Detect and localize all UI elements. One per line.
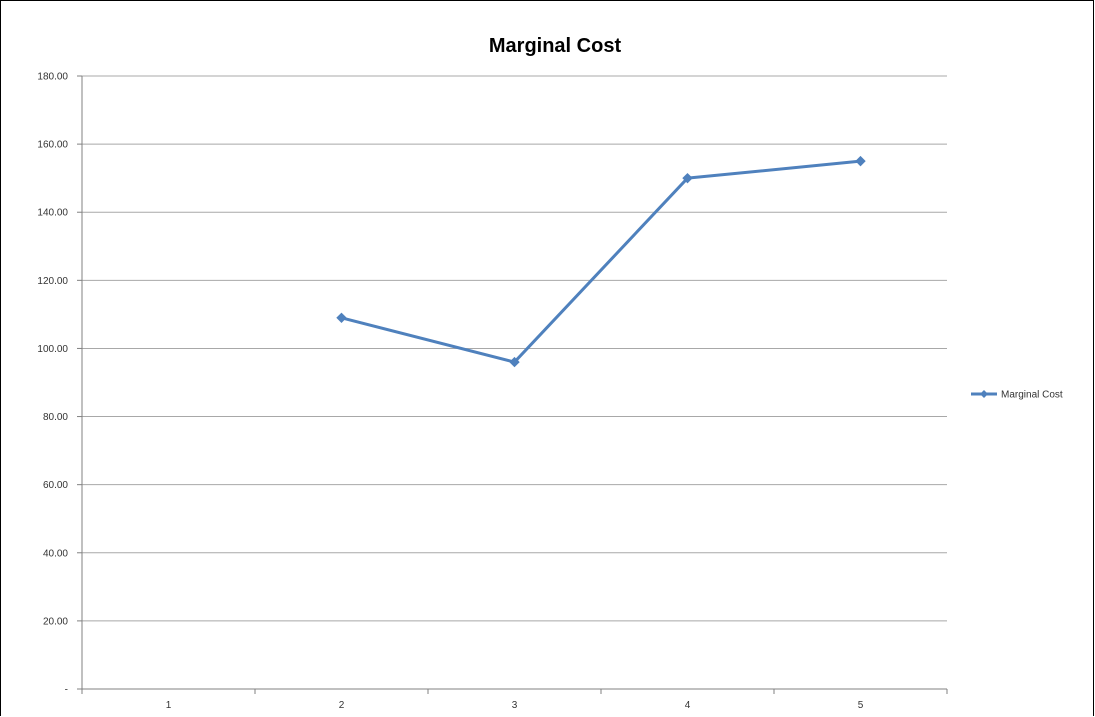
axes (77, 75, 948, 694)
y-tick-label: 40.00 (43, 548, 68, 559)
chart-title: Marginal Cost (489, 35, 622, 57)
y-tick-labels: - 20.00 40.00 60.00 80.00 100.00 120.00 140.00 1… (37, 72, 68, 696)
y-tick-label: 20.00 (43, 616, 68, 627)
y-tick-label: 100.00 (37, 344, 68, 355)
series-line (341, 159, 861, 364)
legend: Marginal Cost (971, 390, 1063, 401)
y-tick-label: 60.00 (43, 480, 68, 491)
series (336, 155, 866, 368)
data-point-marker (509, 356, 520, 368)
legend-marker (980, 390, 988, 398)
y-tick-label: 80.00 (43, 412, 68, 423)
x-tick-labels: 1 2 3 4 5 (166, 700, 864, 711)
x-tick-label: 2 (339, 700, 345, 711)
x-tick-label: 3 (512, 700, 518, 711)
y-tick-label: 120.00 (37, 276, 68, 287)
data-point-marker (336, 312, 347, 324)
y-tick-label: 140.00 (37, 208, 68, 219)
data-point-marker (682, 172, 693, 184)
legend-label: Marginal Cost (1001, 390, 1063, 401)
gridlines (82, 75, 947, 622)
y-tick-label: - (65, 685, 68, 696)
x-tick-label: 5 (858, 700, 864, 711)
data-point-marker (855, 155, 866, 167)
x-tick-label: 4 (685, 700, 691, 711)
y-tick-label: 160.00 (37, 140, 68, 151)
x-tick-label: 1 (166, 700, 172, 711)
y-tick-label: 180.00 (37, 72, 68, 83)
